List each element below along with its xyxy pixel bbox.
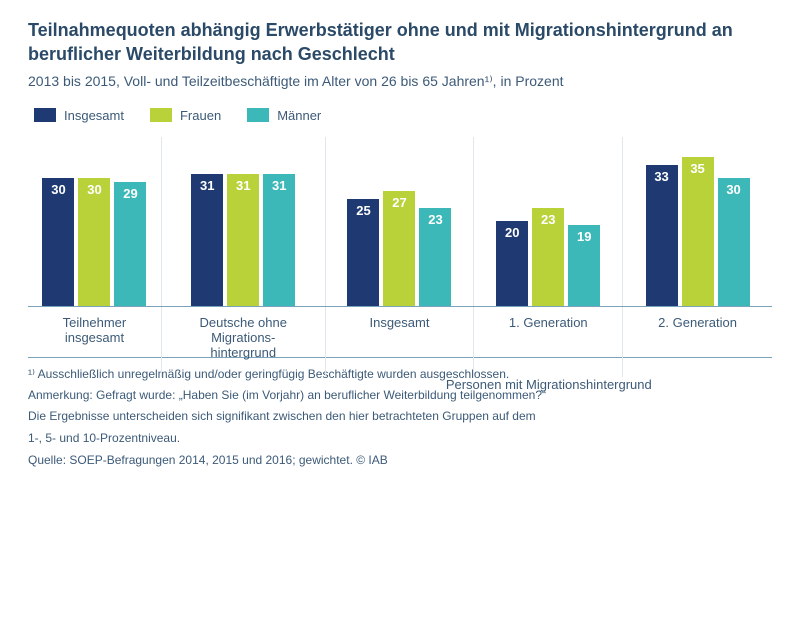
bar-value-label: 25 bbox=[356, 203, 370, 218]
bar-value-label: 30 bbox=[51, 182, 65, 197]
bar: 19 bbox=[568, 225, 600, 306]
x-label: Insgesamt bbox=[326, 307, 475, 377]
supergroup-label: Personen mit Migrationshintergrund bbox=[326, 377, 772, 392]
bar-value-label: 31 bbox=[272, 178, 286, 193]
footnote-note: Die Ergebnisse unterscheiden sich signif… bbox=[28, 408, 772, 425]
legend-swatch-frauen bbox=[150, 108, 172, 122]
bar-value-label: 30 bbox=[726, 182, 740, 197]
supergroup-row: Personen mit Migrationshintergrund bbox=[28, 377, 772, 392]
bar-group: 20 23 19 bbox=[474, 137, 623, 306]
supergroup-spacer bbox=[28, 377, 326, 392]
bar-value-label: 23 bbox=[541, 212, 555, 227]
bar-group: 31 31 31 bbox=[162, 137, 326, 306]
x-axis-labels: TeilnehmerinsgesamtDeutsche ohneMigratio… bbox=[28, 307, 772, 377]
bar-value-label: 20 bbox=[505, 225, 519, 240]
bar: 31 bbox=[227, 174, 259, 306]
x-label: Teilnehmerinsgesamt bbox=[28, 307, 162, 377]
x-label: 2. Generation bbox=[623, 307, 772, 377]
bar: 30 bbox=[78, 178, 110, 306]
bar: 30 bbox=[718, 178, 750, 306]
legend-swatch-insgesamt bbox=[34, 108, 56, 122]
chart-title: Teilnahmequoten abhängig Erwerbstätiger … bbox=[28, 18, 772, 67]
bar: 23 bbox=[419, 208, 451, 306]
legend-swatch-maenner bbox=[247, 108, 269, 122]
bar: 20 bbox=[496, 221, 528, 306]
bar-value-label: 31 bbox=[236, 178, 250, 193]
bar-value-label: 23 bbox=[428, 212, 442, 227]
bar-group: 33 35 30 bbox=[623, 137, 772, 306]
bar: 33 bbox=[646, 165, 678, 305]
legend: Insgesamt Frauen Männer bbox=[34, 108, 772, 123]
bar: 25 bbox=[347, 199, 379, 305]
x-label: 1. Generation bbox=[474, 307, 623, 377]
bar-value-label: 31 bbox=[200, 178, 214, 193]
bar-value-label: 27 bbox=[392, 195, 406, 210]
bar: 30 bbox=[42, 178, 74, 306]
bar-value-label: 35 bbox=[690, 161, 704, 176]
chart-subtitle: 2013 bis 2015, Voll- und Teilzeitbeschäf… bbox=[28, 73, 772, 90]
legend-item: Männer bbox=[247, 108, 321, 123]
bar-value-label: 29 bbox=[123, 186, 137, 201]
legend-label: Männer bbox=[277, 108, 321, 123]
bar: 31 bbox=[263, 174, 295, 306]
legend-item: Insgesamt bbox=[34, 108, 124, 123]
bar: 29 bbox=[114, 182, 146, 305]
plot-area: 30 30 29 31 31 31 25 27 23 20 23 19 33 35 30 bbox=[28, 137, 772, 307]
legend-item: Frauen bbox=[150, 108, 221, 123]
footnote-note: 1-, 5- und 10-Prozentniveau. bbox=[28, 430, 772, 447]
bar: 27 bbox=[383, 191, 415, 306]
chart: 303029313131252723202319333530 Teilnehme… bbox=[28, 137, 772, 347]
legend-label: Insgesamt bbox=[64, 108, 124, 123]
bar: 31 bbox=[191, 174, 223, 306]
legend-label: Frauen bbox=[180, 108, 221, 123]
source-line: Quelle: SOEP-Befragungen 2014, 2015 und … bbox=[28, 453, 772, 467]
bar-value-label: 33 bbox=[654, 169, 668, 184]
bar: 35 bbox=[682, 157, 714, 306]
x-label: Deutsche ohneMigrations-hintergrund bbox=[162, 307, 326, 377]
bar-value-label: 19 bbox=[577, 229, 591, 244]
bar-group: 30 30 29 bbox=[28, 137, 162, 306]
bar: 23 bbox=[532, 208, 564, 306]
bar-group: 25 27 23 bbox=[326, 137, 475, 306]
bar-value-label: 30 bbox=[87, 182, 101, 197]
